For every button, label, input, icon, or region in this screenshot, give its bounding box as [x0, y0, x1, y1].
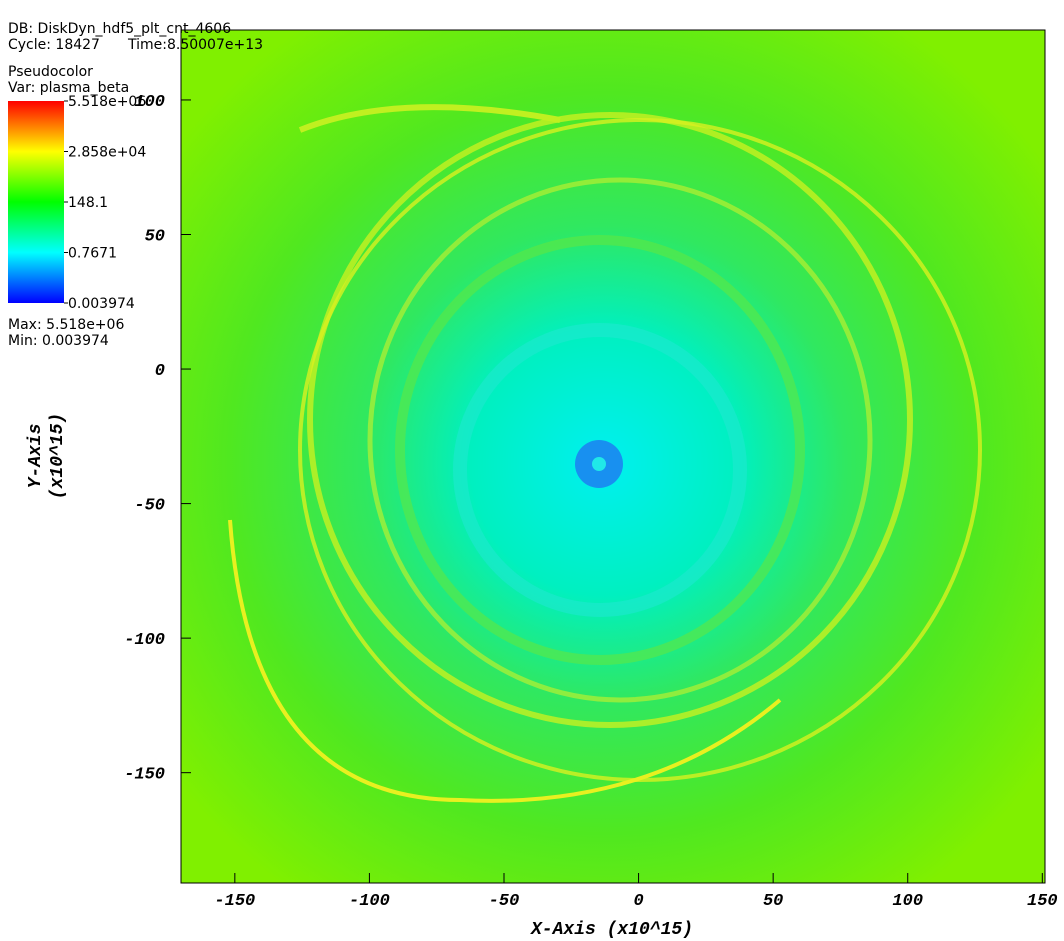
plot-name: Pseudocolor [8, 64, 93, 80]
y-tick-label: -50 [134, 497, 165, 516]
y-tick-label: 50 [145, 228, 165, 247]
x-axis-label: X-Axis (x10^15) [530, 920, 693, 940]
colorbar-label: 2.858e+04 [68, 145, 146, 161]
y-tick-label: 100 [134, 93, 165, 112]
y-tick-label: -100 [124, 631, 165, 650]
cycle-label: Cycle: 18427 [8, 37, 100, 53]
colorbar-label: 5.518e+06 [68, 94, 146, 110]
x-tick-label: 0 [633, 892, 643, 911]
max-label: Max: 5.518e+06 [8, 317, 124, 333]
x-tick-label: 100 [892, 892, 923, 911]
colorbar-label: 148.1 [68, 195, 108, 211]
x-tick-label: 50 [763, 892, 783, 911]
colorbar-label: 0.003974 [68, 296, 135, 312]
y-axis-label: (x10^15) [48, 413, 68, 499]
x-tick-label: -150 [214, 892, 255, 911]
colorbar [8, 101, 64, 303]
x-tick-label: -100 [349, 892, 390, 911]
time-label: Time:8.50007e+13 [127, 37, 263, 53]
y-tick-label: 0 [155, 362, 165, 381]
y-tick-label: -150 [124, 766, 165, 785]
x-tick-label: -50 [489, 892, 520, 911]
min-label: Min: 0.003974 [8, 333, 109, 349]
variable-label: Var: plasma_beta [8, 80, 129, 96]
y-axis-label: Y-Axis [26, 424, 46, 489]
plot-frame [180, 29, 1046, 884]
colorbar-label: 0.7671 [68, 246, 117, 262]
db-label: DB: DiskDyn_hdf5_plt_cnt_4606 [8, 21, 231, 37]
field-image [181, 30, 1045, 883]
x-tick-label: 150 [1027, 892, 1058, 911]
